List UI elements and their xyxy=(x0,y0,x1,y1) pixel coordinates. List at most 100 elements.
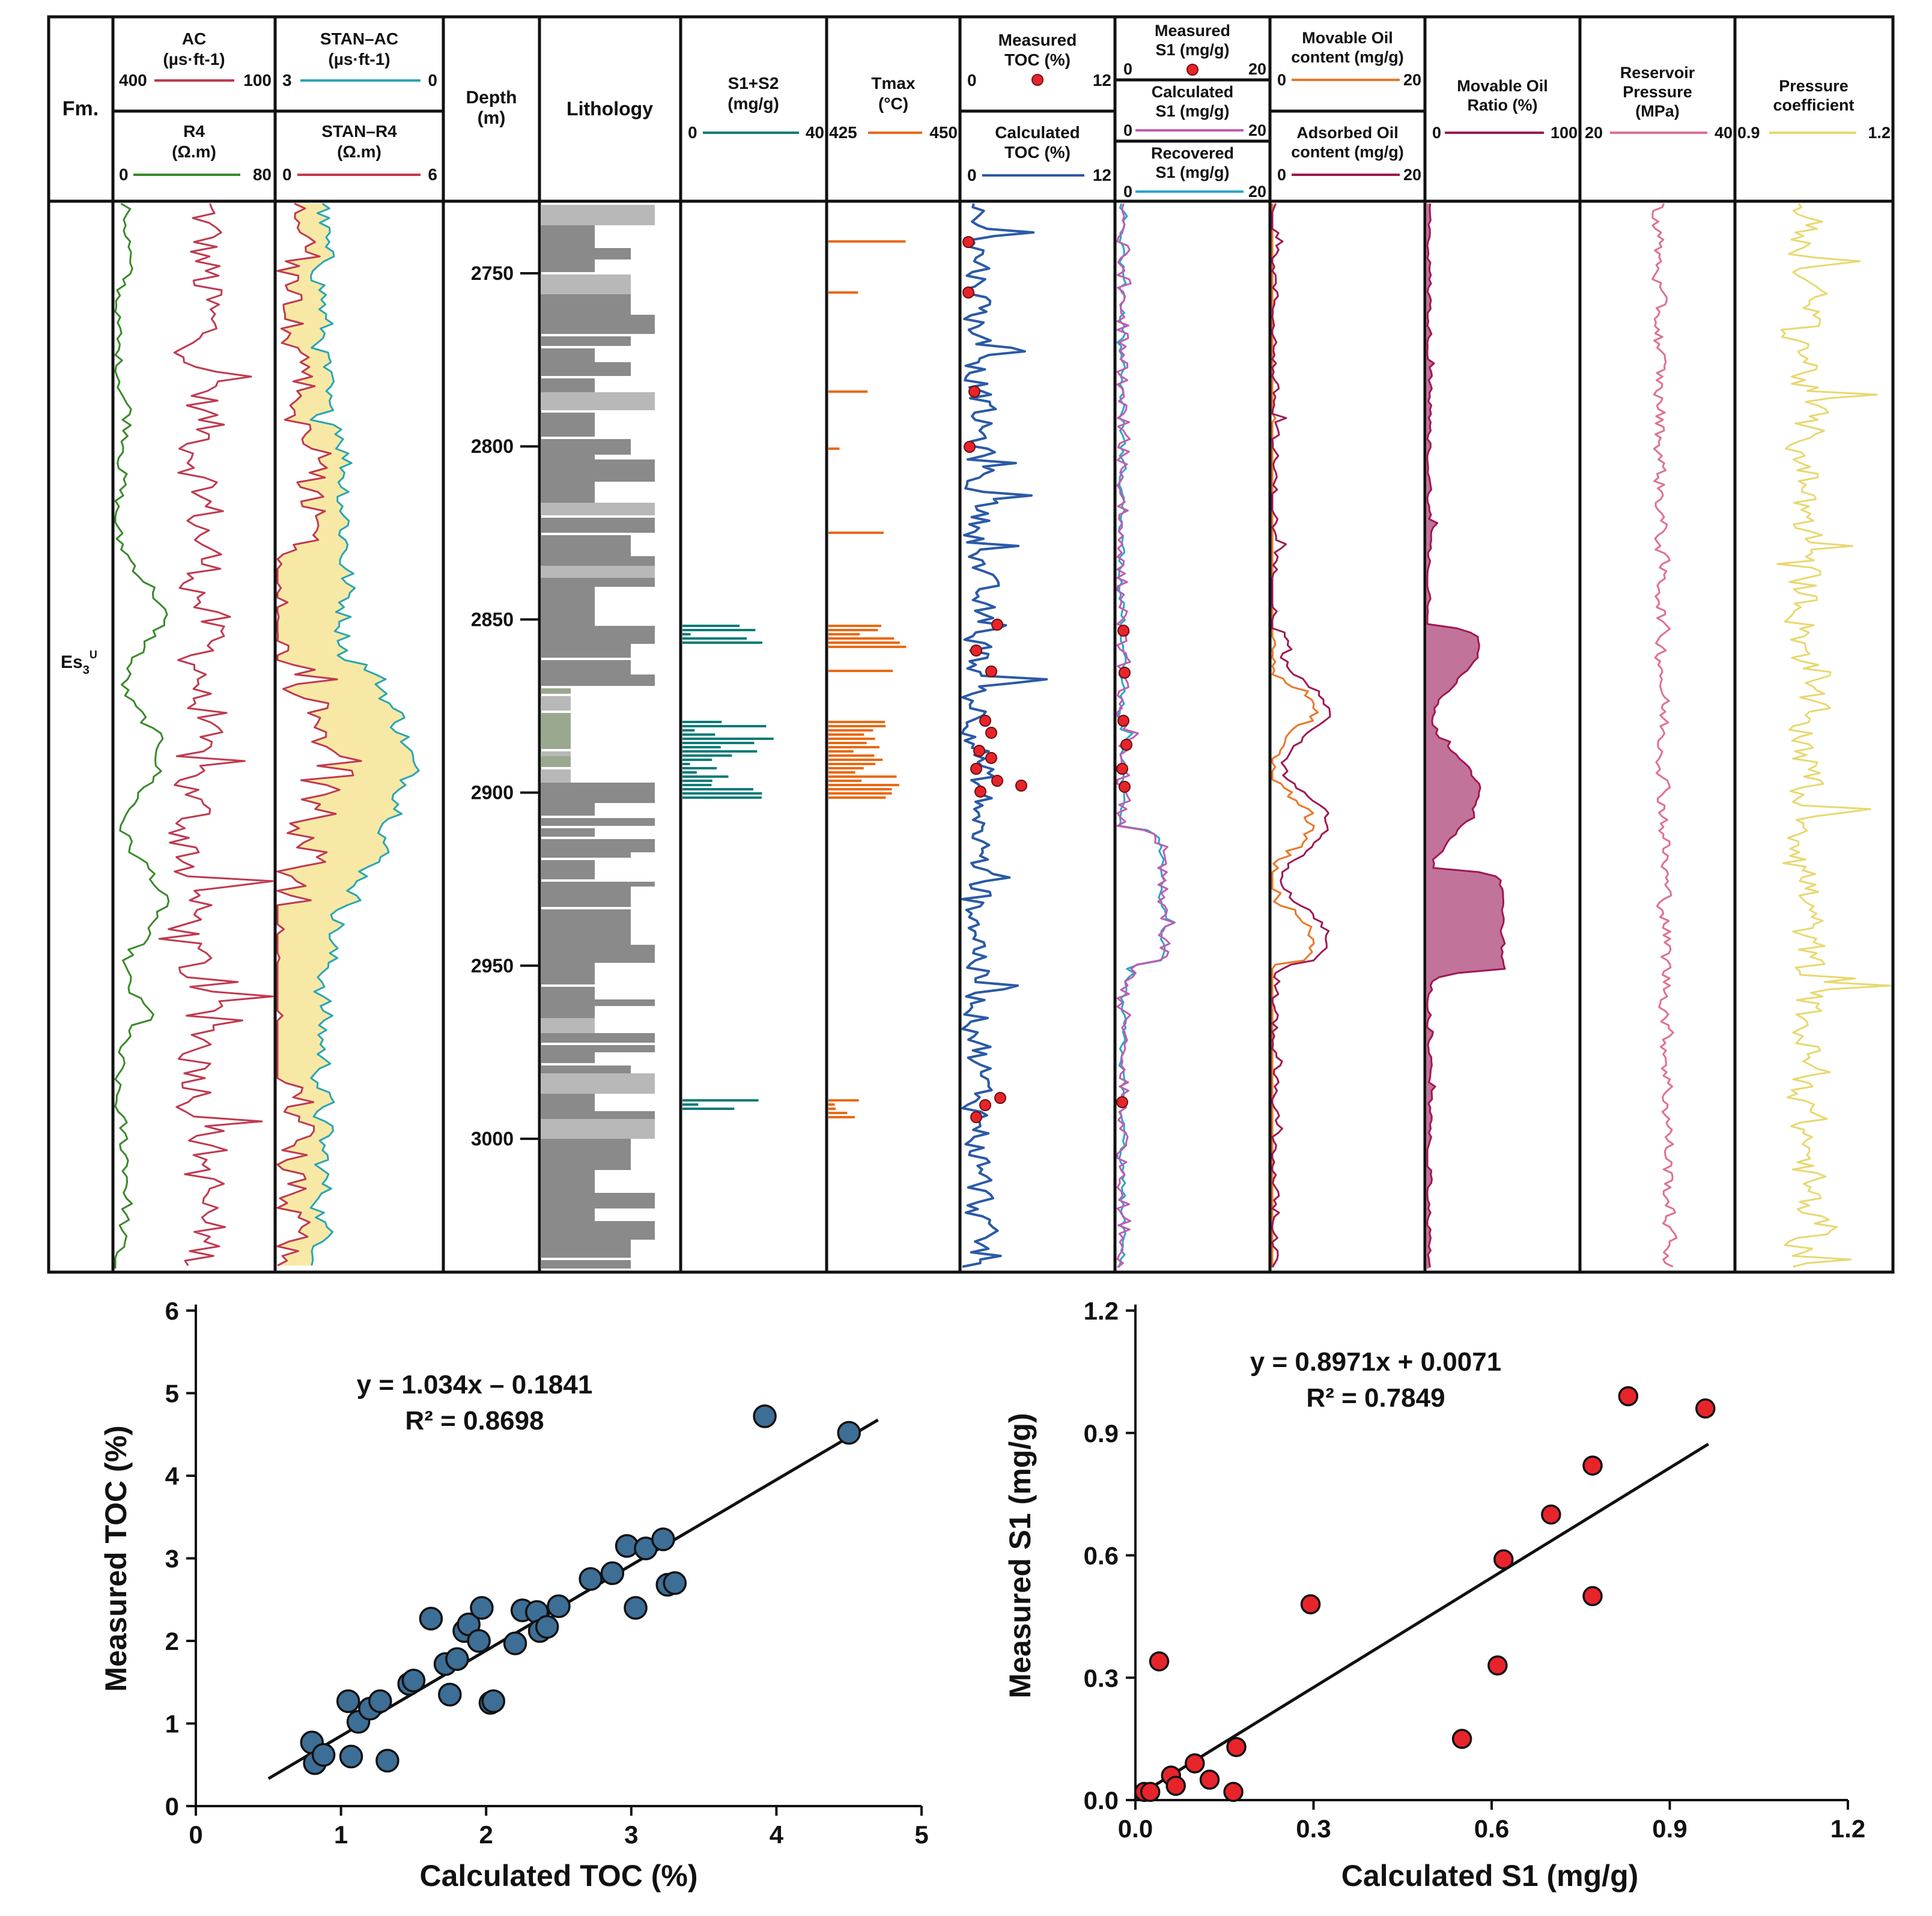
stan-overlap-fill xyxy=(278,204,419,1266)
calculated-s1-title-2: S1 (mg/g) xyxy=(1155,102,1229,120)
lithology-layer xyxy=(541,378,595,392)
calculated-toc-max: 12 xyxy=(1093,166,1111,184)
measured-toc-dot xyxy=(974,786,986,798)
tmax-bar xyxy=(828,637,895,640)
formation-name: Es xyxy=(61,652,83,672)
measured-toc-dot xyxy=(979,1099,991,1111)
s1s2-bar xyxy=(682,775,729,778)
lithology-layer xyxy=(541,336,631,346)
lithology-layer xyxy=(541,274,631,294)
movable-oil-title-2: content (mg/g) xyxy=(1291,48,1403,66)
s1s2-bar xyxy=(682,733,715,736)
ac-curve xyxy=(158,203,274,1266)
tmax-bar xyxy=(828,784,899,786)
data-point xyxy=(467,1629,491,1653)
s1s2 xyxy=(682,625,774,1110)
measured-toc-dot xyxy=(970,1111,982,1123)
x-tick-label: 0.0 xyxy=(1118,1814,1153,1843)
calculated-toc-title-1: Calculated xyxy=(995,123,1080,142)
depth-header: Depth xyxy=(466,88,517,108)
lithology-layer xyxy=(541,987,595,999)
y-tick-label: 0.9 xyxy=(1084,1419,1119,1448)
s1s2-bar xyxy=(682,633,691,635)
measured-toc-title-1: Measured xyxy=(998,31,1077,49)
data-point xyxy=(368,1689,392,1714)
data-point xyxy=(651,1527,675,1551)
lithology-layer xyxy=(541,459,655,476)
data-point xyxy=(1165,1775,1186,1796)
data-point xyxy=(1582,1455,1603,1476)
depth-tick-label: 2800 xyxy=(471,435,514,457)
r4-curve xyxy=(114,202,170,1269)
lithology-layer xyxy=(541,556,655,561)
s1-crossplot: 0.0 0.3 0.6 0.9 1.2 0.0 0.3 0.6 0.9 1.2 y = 0.8971… xyxy=(1003,1297,1865,1893)
calculated-s1-min: 0 xyxy=(1123,121,1132,139)
r4-title: R4 xyxy=(183,122,205,141)
measured-toc-dot xyxy=(985,752,997,764)
depth-unit: (m) xyxy=(478,108,506,128)
x-tick-label: 4 xyxy=(770,1821,784,1849)
adsorbed-oil-max: 20 xyxy=(1403,166,1421,184)
calculated-toc-title-2: TOC (%) xyxy=(1004,143,1071,162)
lithology-layer xyxy=(541,887,631,907)
tmax-bar xyxy=(828,1112,848,1114)
lithology-layer xyxy=(541,561,655,566)
lithology-layer xyxy=(541,860,595,879)
tmax-unit: (°C) xyxy=(878,94,908,113)
tmax-bar xyxy=(828,641,900,644)
measured-toc-title-2: TOC (%) xyxy=(1004,50,1071,69)
tmax-bar xyxy=(828,725,886,727)
lithology-layer xyxy=(541,751,571,756)
lithology-layer xyxy=(541,566,655,578)
lithology-layer xyxy=(541,756,571,767)
data-point xyxy=(1582,1586,1603,1607)
measured-toc-dot xyxy=(962,236,974,248)
stan-r4-title: STAN–R4 xyxy=(321,122,397,141)
toc-equation: y = 1.034x – 0.1841 xyxy=(357,1370,593,1399)
data-point xyxy=(481,1689,506,1714)
lithology-layer xyxy=(541,418,595,437)
s1s2-bar xyxy=(682,1103,699,1106)
s1s2-bar xyxy=(682,641,763,644)
measured-s1-min: 0 xyxy=(1123,60,1132,78)
measured-s1-dot xyxy=(1117,715,1129,727)
s1-y-label: Measured S1 (mg/g) xyxy=(1003,1413,1037,1698)
stan-ac-unit: (µs·ft-1) xyxy=(328,50,390,68)
lithology-layer xyxy=(541,587,595,608)
pressure-max: 40 xyxy=(1715,124,1733,142)
tmax-bar xyxy=(828,759,883,761)
x-tick-label: 3 xyxy=(624,1821,638,1849)
lithology-layer xyxy=(541,348,595,362)
measured-toc-dot xyxy=(964,441,976,453)
measured-toc-dot xyxy=(1015,780,1027,792)
y-tick-label: 0.0 xyxy=(1084,1786,1119,1814)
tmax-bar xyxy=(828,240,906,243)
data-point xyxy=(1451,1729,1472,1749)
data-point xyxy=(438,1682,462,1707)
y-tick-label: 3 xyxy=(165,1545,179,1573)
pressure-coefficient-curve xyxy=(1776,203,1892,1268)
y-tick-label: 0.3 xyxy=(1084,1664,1119,1692)
measured-toc-max: 12 xyxy=(1093,71,1111,89)
lithology-layer xyxy=(541,233,595,248)
data-point xyxy=(624,1596,648,1620)
x-tick-label: 5 xyxy=(914,1821,928,1849)
formation-subscript: 3 xyxy=(83,664,90,677)
s1s2-bar xyxy=(682,746,721,748)
data-point xyxy=(1300,1594,1321,1614)
x-tick-label: 0.3 xyxy=(1296,1814,1331,1843)
y-tick-label: 0 xyxy=(165,1792,179,1821)
data-point xyxy=(1223,1781,1244,1802)
lithology-layer xyxy=(541,503,655,515)
lithology-layer xyxy=(541,1260,631,1269)
tmax-bar xyxy=(828,390,868,393)
measured-toc-dot xyxy=(994,1092,1006,1104)
calculated-toc-curve xyxy=(961,203,1048,1268)
x-tick-label: 2 xyxy=(479,1821,493,1849)
s1s2-bar xyxy=(682,780,712,782)
tmax-bar xyxy=(828,729,873,732)
s1s2-bar xyxy=(682,750,758,753)
tmax-bar xyxy=(828,1103,835,1106)
movable-oil-min: 0 xyxy=(1277,71,1286,89)
data-point xyxy=(339,1744,363,1769)
